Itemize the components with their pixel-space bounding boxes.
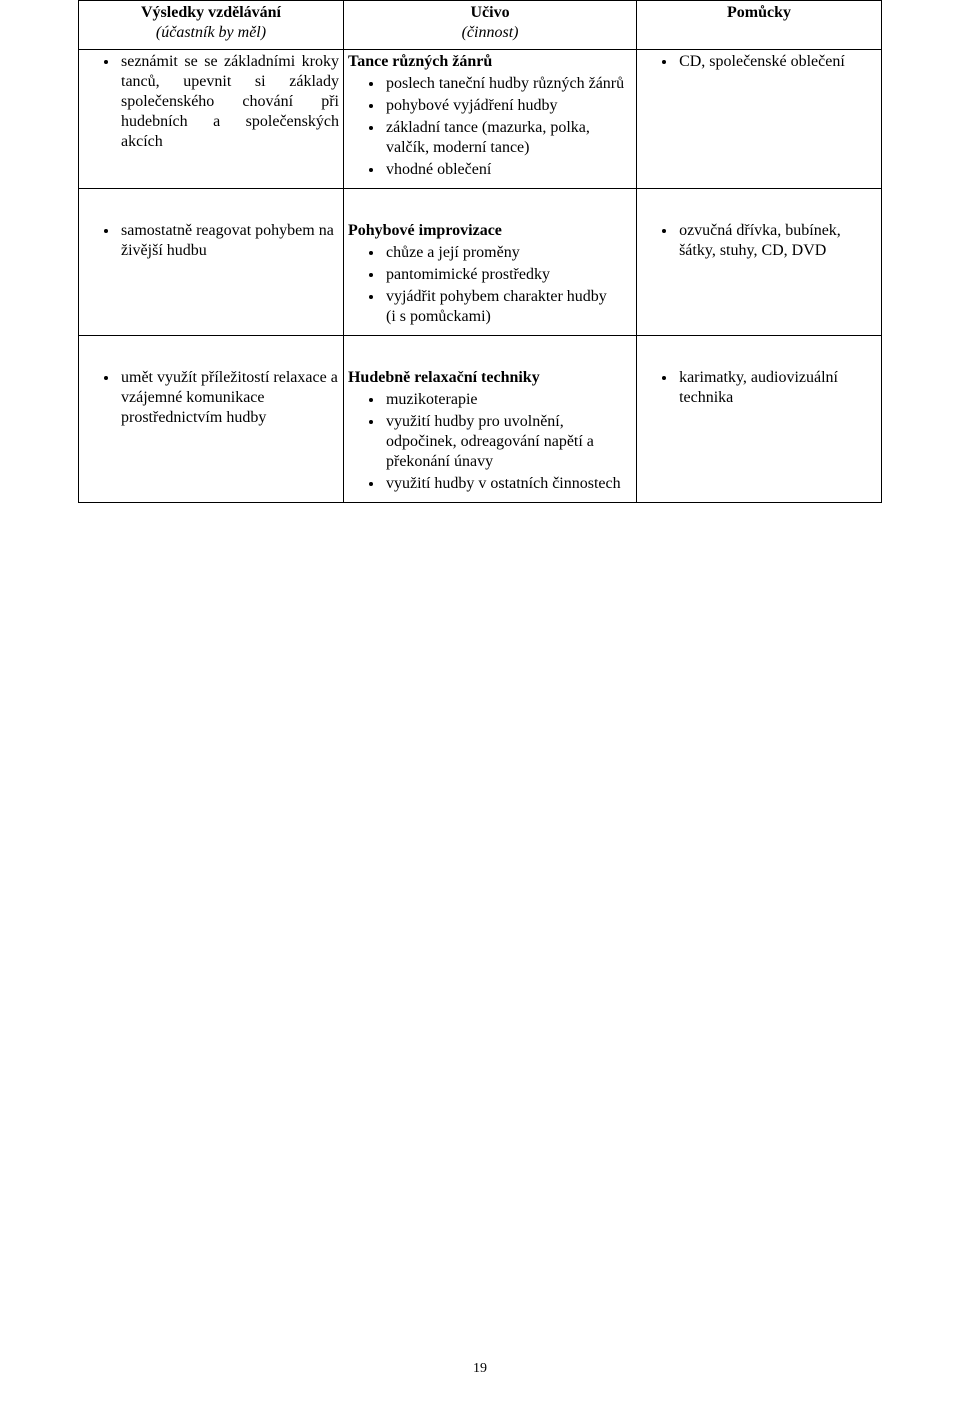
aids-list: ozvučná dřívka, bubínek, šátky, stuhy, C… [641, 221, 877, 261]
cell-outcomes: samostatně reagovat pohybem na živější h… [79, 189, 344, 336]
page-number: 19 [0, 1361, 960, 1377]
list-item: umět využít příležitostí relaxace a vzáj… [119, 368, 339, 428]
curriculum-table: Výsledky vzdělávání (účastník by měl) Uč… [78, 0, 882, 503]
table-row: samostatně reagovat pohybem na živější h… [79, 189, 882, 336]
header-outcomes: Výsledky vzdělávání (účastník by měl) [79, 1, 344, 50]
list-item: muzikoterapie [384, 390, 632, 410]
header-outcomes-sub: (účastník by měl) [83, 23, 339, 43]
list-item: pantomimické prostředky [384, 265, 632, 285]
list-item: vhodné oblečení [384, 160, 632, 180]
spacer [348, 338, 632, 368]
cell-aids: karimatky, audiovizuální technika [637, 336, 882, 503]
cell-content: Hudebně relaxační techniky muzikoterapie… [343, 336, 636, 503]
list-item: CD, společenské oblečení [677, 52, 877, 72]
header-content-title: Učivo [470, 4, 509, 21]
cell-outcomes: umět využít příležitostí relaxace a vzáj… [79, 336, 344, 503]
list-item: pohybové vyjádření hudby [384, 96, 632, 116]
table-row: umět využít příležitostí relaxace a vzáj… [79, 336, 882, 503]
list-item: seznámit se se základními kroky tanců, u… [119, 52, 339, 152]
content-block-title: Tance různých žánrů [348, 52, 632, 72]
list-item: využití hudby pro uvolnění, odpočinek, o… [384, 412, 632, 472]
page: Výsledky vzdělávání (účastník by měl) Uč… [0, 0, 960, 1405]
spacer [348, 191, 632, 221]
cell-outcomes: seznámit se se základními kroky tanců, u… [79, 50, 344, 189]
content-list: poslech taneční hudby různých žánrů pohy… [348, 74, 632, 180]
spacer [641, 338, 877, 368]
aids-list: CD, společenské oblečení [641, 52, 877, 72]
list-item: poslech taneční hudby různých žánrů [384, 74, 632, 94]
header-content-sub: (činnost) [348, 23, 632, 43]
content-block-title: Hudebně relaxační techniky [348, 368, 632, 388]
cell-content: Pohybové improvizace chůze a její proměn… [343, 189, 636, 336]
list-item: karimatky, audiovizuální technika [677, 368, 877, 408]
cell-content: Tance různých žánrů poslech taneční hudb… [343, 50, 636, 189]
list-item: základní tance (mazurka, polka, valčík, … [384, 118, 632, 158]
list-item: vyjádřit pohybem charakter hudby (i s po… [384, 287, 632, 327]
table-header-row: Výsledky vzdělávání (účastník by měl) Uč… [79, 1, 882, 50]
table-row: seznámit se se základními kroky tanců, u… [79, 50, 882, 189]
header-aids: Pomůcky [637, 1, 882, 50]
list-item: využití hudby v ostatních činnostech [384, 474, 632, 494]
spacer [83, 191, 339, 221]
content-list: chůze a její proměny pantomimické prostř… [348, 243, 632, 327]
outcomes-list: seznámit se se základními kroky tanců, u… [83, 52, 339, 152]
list-item: samostatně reagovat pohybem na živější h… [119, 221, 339, 261]
aids-list: karimatky, audiovizuální technika [641, 368, 877, 408]
list-item: ozvučná dřívka, bubínek, šátky, stuhy, C… [677, 221, 877, 261]
spacer [641, 191, 877, 221]
cell-aids: CD, společenské oblečení [637, 50, 882, 189]
cell-aids: ozvučná dřívka, bubínek, šátky, stuhy, C… [637, 189, 882, 336]
content-block-title: Pohybové improvizace [348, 221, 632, 241]
content-list: muzikoterapie využití hudby pro uvolnění… [348, 390, 632, 494]
header-outcomes-title: Výsledky vzdělávání [141, 4, 281, 21]
list-item: chůze a její proměny [384, 243, 632, 263]
header-aids-title: Pomůcky [727, 4, 791, 21]
outcomes-list: samostatně reagovat pohybem na živější h… [83, 221, 339, 261]
outcomes-list: umět využít příležitostí relaxace a vzáj… [83, 368, 339, 428]
header-content: Učivo (činnost) [343, 1, 636, 50]
spacer [83, 338, 339, 368]
